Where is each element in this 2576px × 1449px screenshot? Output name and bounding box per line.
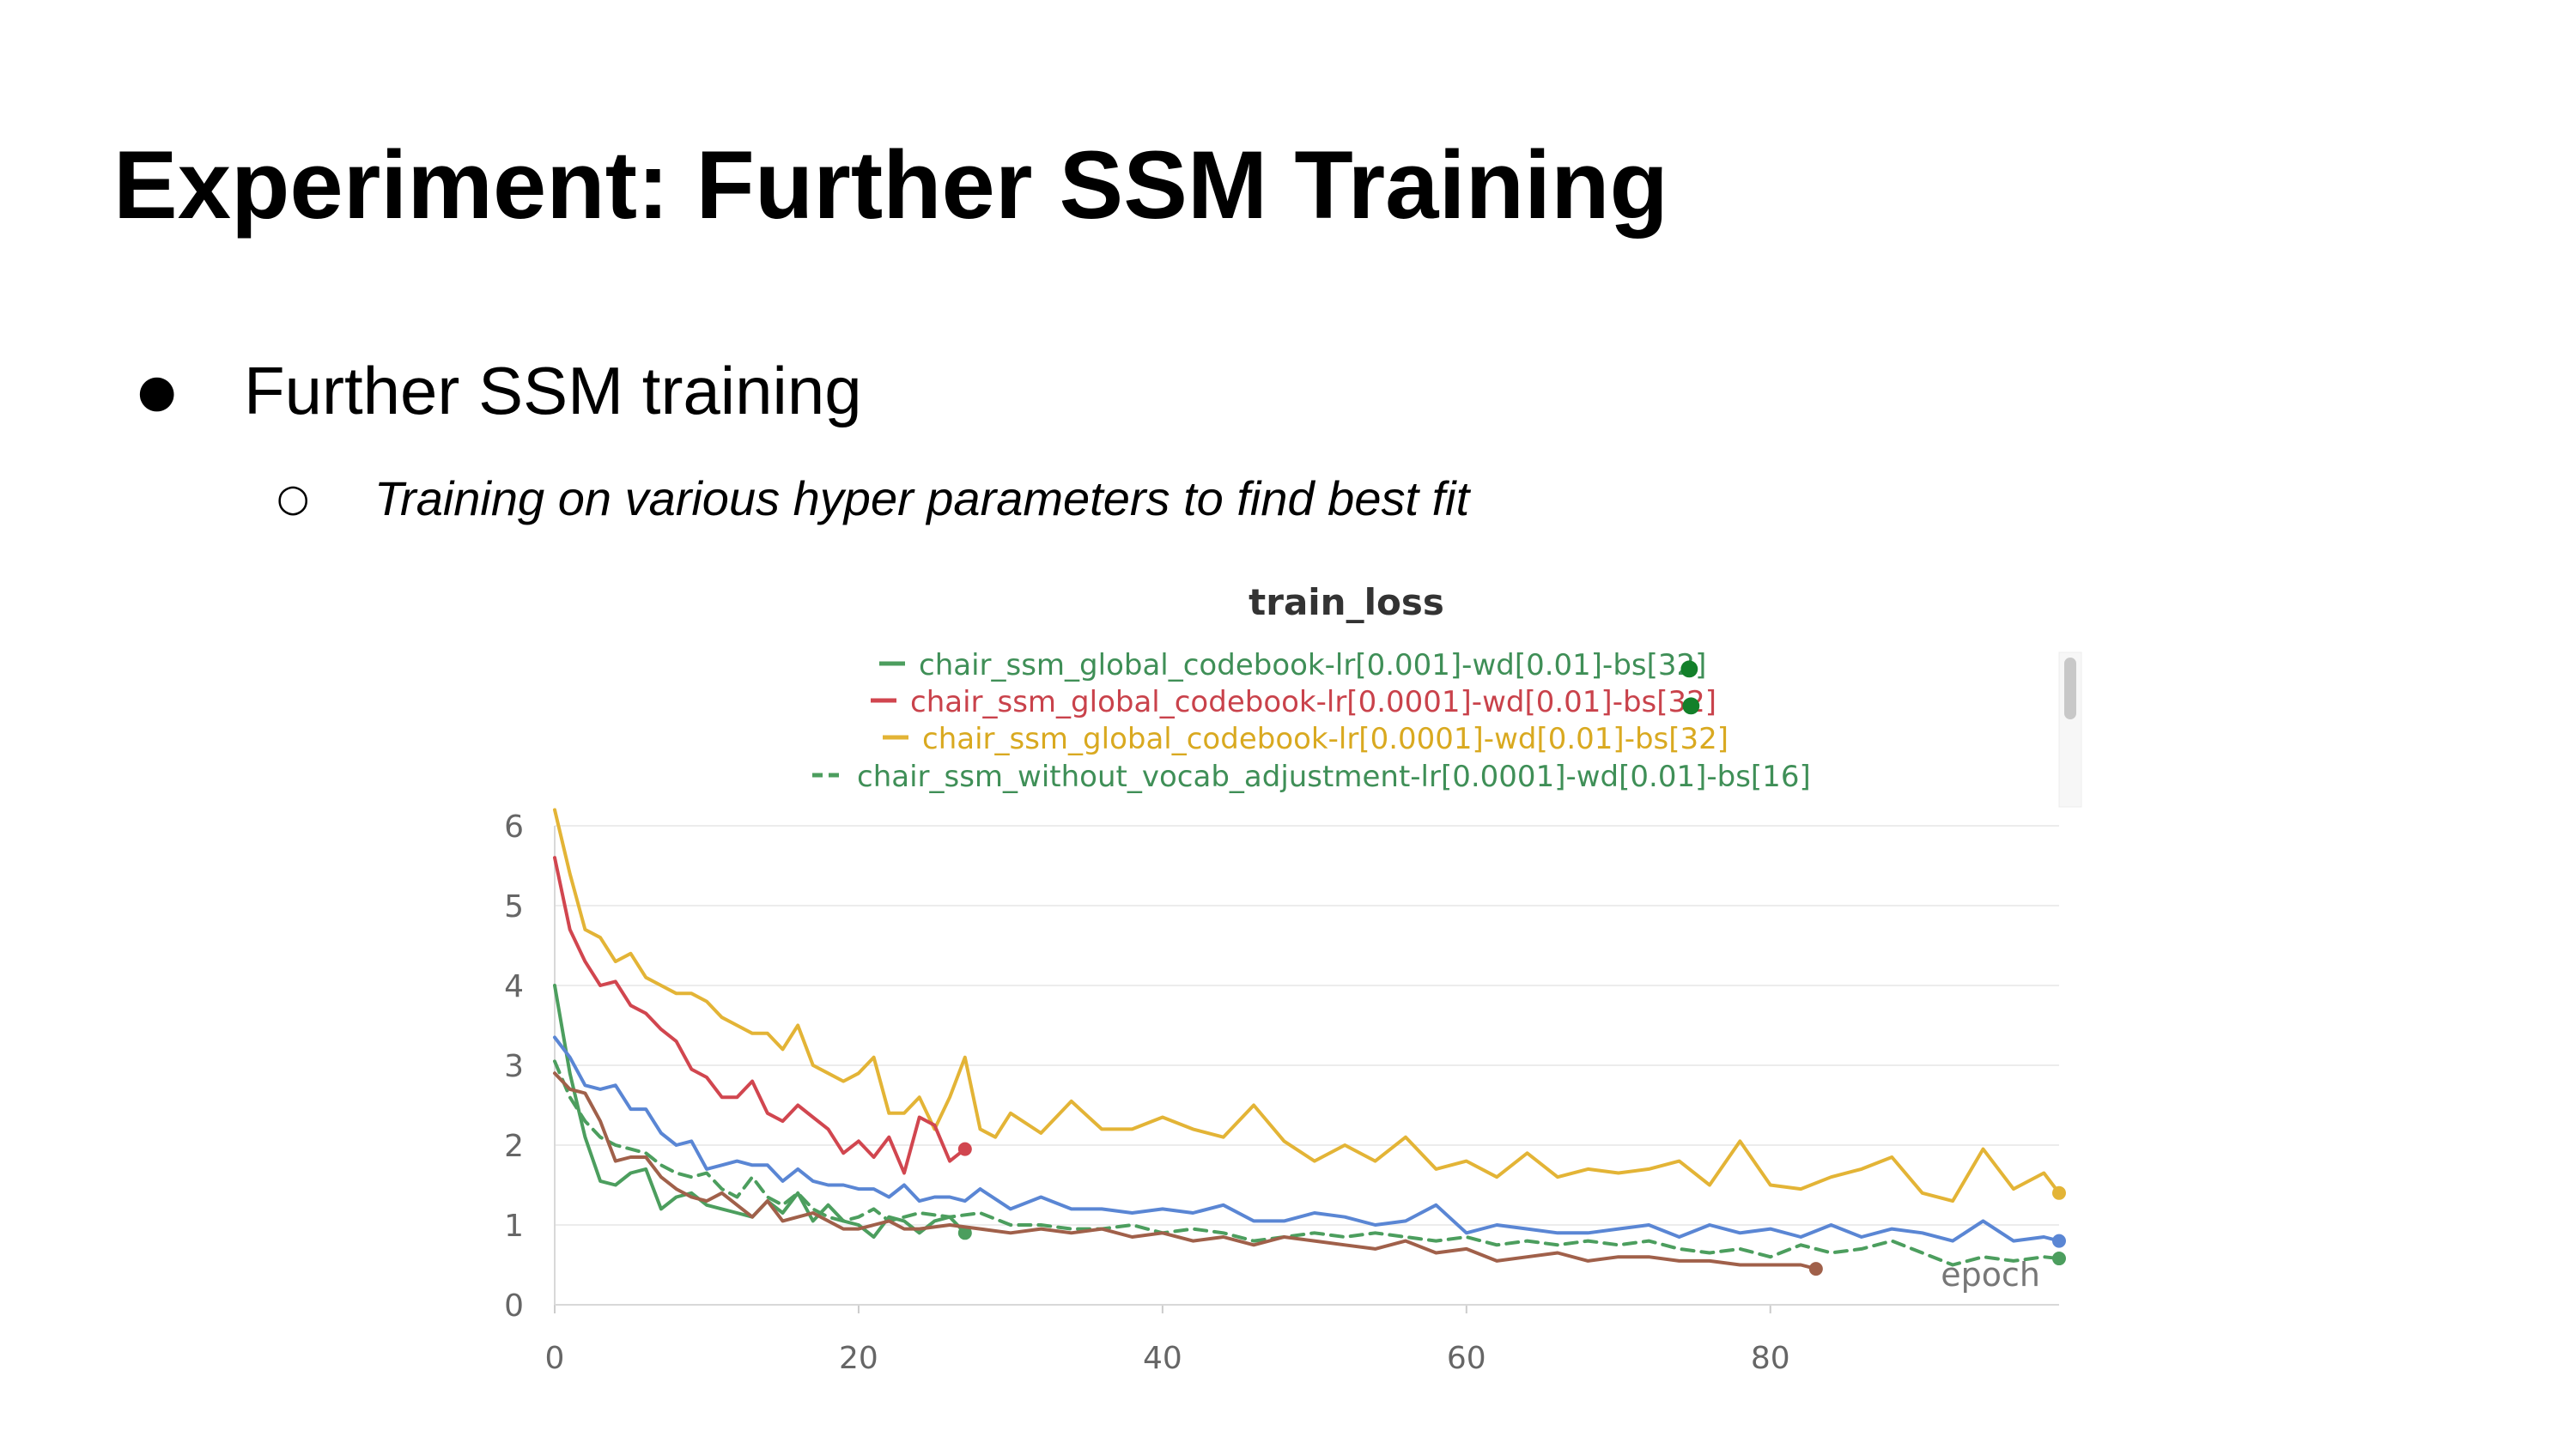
legend-scrollbar[interactable] [2058,652,2082,808]
series-line [553,1059,2061,1267]
train-loss-chart: train_loss chair_ssm_global_codebook-lr[… [429,567,2147,1425]
bullet-text: Further SSM training [244,353,862,428]
legend-label: chair_ssm_global_codebook-lr[0.001]-wd[0… [919,648,1706,682]
x-tick-label: 0 [545,1341,565,1376]
chart-title: train_loss [1249,581,1444,623]
x-tick-label: 40 [1143,1341,1182,1376]
legend-entry[interactable]: chair_ssm_without_vocab_adjustment-lr[0.… [812,760,1811,794]
legend-entry[interactable]: chair_ssm_global_codebook-lr[0.001]-wd[0… [879,648,1706,682]
series-layer [553,808,2066,1276]
series-line [553,1035,2061,1243]
series-line [553,856,967,1175]
legend-entry[interactable]: chair_ssm_global_codebook-lr[0.0001]-wd[… [883,722,1728,756]
y-tick-label: 1 [504,1209,524,1244]
legend-label: chair_ssm_global_codebook-lr[0.0001]-wd[… [910,685,1716,719]
series-end-point [2052,1234,2066,1248]
series-line [553,984,967,1239]
legend-marker-icon: ● [1681,692,1701,718]
series-end-point [957,1142,972,1156]
legend-label: chair_ssm_global_codebook-lr[0.0001]-wd[… [922,722,1728,756]
chart-grid [555,825,2059,1226]
sub-bullet-text: Training on various hyper parameters to … [374,471,1470,525]
legend-entry[interactable]: chair_ssm_global_codebook-lr[0.0001]-wd[… [871,685,1716,719]
x-axis: 0 20 40 60 80 [545,1305,1790,1376]
y-tick-label: 6 [504,809,524,845]
y-tick-label: 0 [504,1288,524,1324]
bullet-level-1: ● Further SSM training [137,352,862,430]
y-tick-label: 5 [504,889,524,925]
series-line [553,1071,1818,1271]
x-tick-label: 20 [839,1341,878,1376]
bullet-level-2: ○ Training on various hyper parameters t… [276,470,1469,526]
y-tick-label: 4 [504,969,524,1004]
x-tick-label: 60 [1447,1341,1486,1376]
legend-marker-icon: ● [1680,655,1699,681]
bullet-dot-icon: ● [137,365,177,417]
x-tick-label: 80 [1751,1341,1790,1376]
bullet-circle-icon: ○ [276,476,310,520]
series-end-point [957,1226,972,1240]
chart-legend: chair_ssm_global_codebook-lr[0.001]-wd[0… [812,648,1811,794]
legend-label: chair_ssm_without_vocab_adjustment-lr[0.… [857,760,1811,794]
slide-title: Experiment: Further SSM Training [113,131,1668,239]
series-line [553,808,2061,1203]
series-end-point [1808,1262,1823,1276]
x-axis-label: epoch [1941,1256,2040,1294]
y-tick-label: 2 [504,1129,524,1164]
y-tick-label: 3 [504,1049,524,1084]
chart-svg: train_loss chair_ssm_global_codebook-lr[… [504,581,2082,1376]
series-end-point [2052,1185,2066,1200]
scrollbar-thumb[interactable] [2064,658,2076,719]
series-end-point [2052,1252,2066,1266]
y-axis: 0 1 2 3 4 5 6 [504,809,524,1324]
